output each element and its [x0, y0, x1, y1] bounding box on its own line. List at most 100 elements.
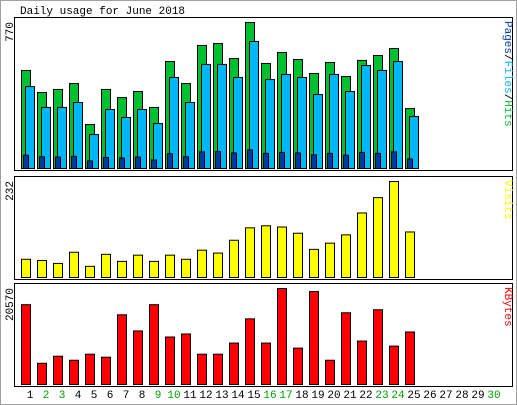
bar	[373, 309, 383, 385]
x-tick-label: 21	[343, 390, 357, 402]
x-tick-label: 6	[107, 390, 114, 402]
x-tick-label: 27	[439, 390, 452, 402]
bar	[261, 225, 271, 278]
legend: Visits	[501, 180, 513, 220]
bar	[101, 356, 111, 385]
bar	[215, 150, 221, 169]
x-tick-label: 2	[43, 390, 50, 402]
bar	[309, 291, 319, 385]
legend: Pages/Files/Hits	[501, 21, 513, 127]
bar	[181, 333, 191, 386]
bar	[357, 212, 367, 278]
bar	[53, 262, 63, 278]
bar	[165, 336, 175, 385]
x-tick-label: 19	[311, 390, 324, 402]
legend-separator: /	[501, 54, 513, 61]
bar	[357, 340, 367, 386]
x-tick-label: 15	[247, 390, 260, 402]
bar	[121, 116, 131, 169]
bar	[133, 254, 143, 278]
bar	[325, 359, 335, 385]
bar	[389, 345, 399, 386]
bar	[69, 251, 79, 278]
bar	[37, 260, 47, 279]
bar	[153, 123, 163, 170]
bar	[69, 359, 79, 385]
legend-entry: Pages	[501, 21, 513, 54]
bar	[359, 151, 365, 169]
x-tick-label: 5	[91, 390, 98, 402]
bar	[341, 234, 351, 278]
x-tick-label: 25	[407, 390, 420, 402]
bar	[23, 154, 29, 170]
bar	[119, 157, 125, 169]
bar	[213, 252, 223, 279]
x-tick-label: 20	[327, 390, 340, 402]
bar	[101, 253, 111, 279]
bar	[293, 347, 303, 386]
bar	[325, 242, 335, 278]
x-tick-label: 28	[455, 390, 468, 402]
chart-title: Daily usage for June 2018	[20, 6, 185, 18]
x-tick-label: 7	[123, 390, 130, 402]
bar	[55, 156, 61, 170]
bar	[247, 149, 253, 169]
bar	[53, 355, 63, 386]
bar	[135, 156, 141, 170]
bar	[85, 265, 95, 278]
bar	[37, 362, 47, 386]
bar	[263, 152, 269, 169]
bar	[197, 249, 207, 278]
bar	[389, 181, 399, 278]
y-tick-label: 232	[5, 181, 17, 201]
legend-separator: /	[501, 94, 513, 101]
x-tick-label: 30	[487, 390, 500, 402]
bar	[21, 258, 31, 278]
x-tick-label: 10	[167, 390, 180, 402]
bar	[249, 40, 259, 170]
bar	[85, 353, 95, 386]
x-tick-label: 29	[471, 390, 484, 402]
x-tick-label: 11	[183, 390, 197, 402]
bar	[89, 134, 99, 169]
bar	[41, 106, 51, 170]
bar	[245, 318, 255, 385]
bar	[277, 226, 287, 278]
x-tick-label: 9	[155, 390, 162, 402]
bar	[117, 260, 127, 278]
x-tick-label: 17	[279, 390, 292, 402]
bar	[39, 156, 45, 169]
bar	[231, 152, 237, 170]
bar	[71, 155, 77, 169]
bar	[87, 160, 93, 170]
bar	[169, 76, 179, 169]
bar	[229, 342, 239, 386]
y-tick-label: 770	[5, 22, 17, 42]
bar	[407, 158, 413, 170]
bar	[233, 76, 243, 169]
x-tick-label: 26	[423, 390, 436, 402]
x-tick-label: 14	[231, 390, 245, 402]
bar	[313, 94, 323, 169]
bar	[327, 152, 333, 169]
bar	[405, 331, 415, 385]
bar	[167, 153, 173, 169]
bar	[21, 304, 31, 385]
bar	[245, 227, 255, 279]
bar	[373, 197, 383, 278]
bar	[133, 330, 143, 386]
x-tick-label: 23	[375, 390, 388, 402]
bar	[311, 154, 317, 170]
x-tick-label: 24	[391, 390, 405, 402]
bar	[137, 109, 147, 169]
bar	[297, 76, 307, 169]
bar	[343, 154, 349, 170]
bar	[57, 106, 67, 170]
bar	[213, 353, 223, 386]
legend: KBytes	[501, 287, 513, 327]
bar	[151, 159, 157, 169]
bar	[229, 239, 239, 278]
bar	[261, 342, 271, 386]
x-tick-label: 12	[199, 390, 212, 402]
